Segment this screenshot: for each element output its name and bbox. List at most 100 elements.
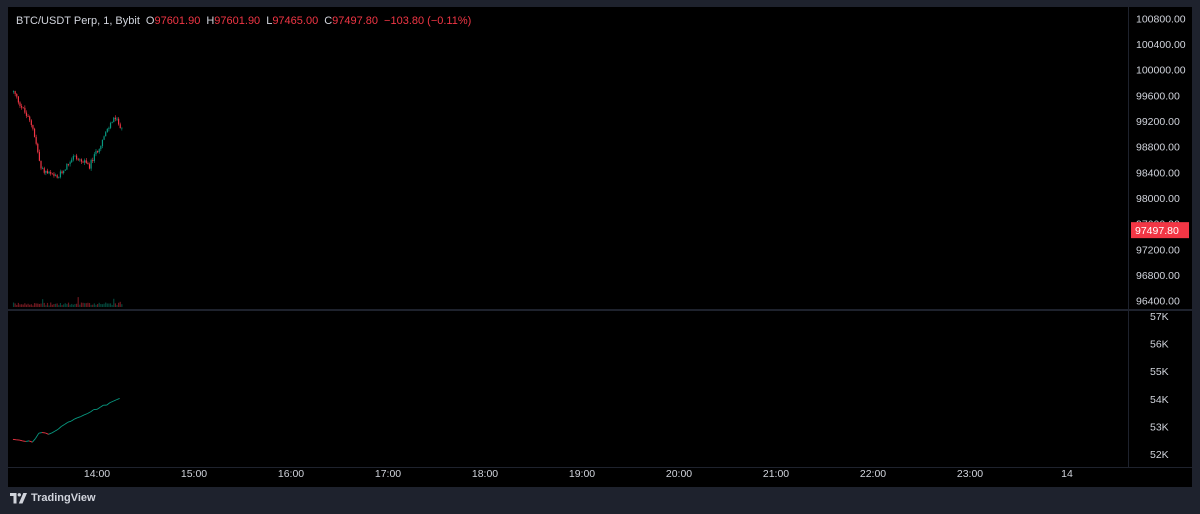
time-tick-label: 14 [1061,468,1073,480]
brand-name: TradingView [31,492,96,504]
low-label: L [266,15,273,27]
indicator-line-segment [109,400,114,404]
price-candle [59,171,62,178]
volume-bar [103,303,105,307]
volume-bar [38,303,40,307]
volume-bar [17,302,19,307]
price-candle [114,117,116,120]
price-candle [67,164,70,165]
indicator-line-segment [61,423,65,427]
price-candle [29,116,31,121]
indicator-tick-label: 57K [1150,311,1169,323]
price-candle [97,151,99,153]
price-candle [46,170,49,174]
volume-bar [45,305,47,307]
price-candle [64,169,66,171]
volume-bar [95,304,97,307]
volume-bar [12,302,15,307]
indicator-line-segment [35,432,40,439]
volume-bar [84,303,86,307]
volume-bar [53,304,55,307]
last-price-label: 97497.80 [1135,225,1179,237]
volume-bar [108,303,110,307]
indicator-line-segment [54,428,59,432]
tradingview-logo-icon [10,492,27,503]
volume-bar [37,303,39,307]
price-candle [22,107,24,109]
volume-bar [27,303,29,307]
price-candle [88,164,91,169]
volume-bar [24,303,26,307]
price-candle [93,154,95,162]
indicator-line-segment [77,416,81,419]
volume-bar [118,302,120,307]
volume-bar [93,303,95,307]
price-tick-label: 100400.00 [1136,39,1186,51]
indicator-line-segment [96,406,101,410]
volume-bar [66,304,68,307]
indicator-line-segment [70,418,75,422]
change-value: −103.80 (−0.11%) [384,15,472,27]
price-candle [100,146,102,150]
tradingview-brand[interactable]: TradingView [10,492,96,504]
indicator-line-segment [48,432,52,435]
price-candle [37,143,39,153]
symbol-label[interactable]: BTC/USDT Perp, 1, Bybit [16,15,140,27]
time-tick-label: 16:00 [278,468,304,480]
volume-bar [74,304,76,307]
volume-bar [111,305,113,307]
open-label: O [145,15,155,27]
indicator-line-segment [106,402,111,406]
price-candle [50,172,52,174]
indicator-series [12,398,120,443]
volume-bar [109,303,112,307]
volume-bar [72,304,74,307]
axes: 100800.00 100400.00 100000.00 99600.00 99200… [8,7,1192,480]
indicator-line-segment [57,426,62,430]
indicator-line-segment [12,438,17,441]
time-tick-label: 18:00 [472,468,498,480]
volume-bar [14,303,16,307]
volume-bar [113,298,115,307]
price-candle [95,151,97,155]
volume-bar [22,304,24,307]
volume-bar [29,304,31,307]
symbol-legend[interactable]: BTC/USDT Perp, 1, Bybit O97601.90 H97601… [16,15,471,27]
volume-bar [101,304,104,307]
volume-bar [116,305,118,307]
price-candle [63,170,65,173]
price-tick-label: 96400.00 [1136,296,1180,308]
volume-bar [92,304,94,307]
time-tick-label: 23:00 [957,468,983,480]
indicator-line-segment [83,413,88,416]
indicator-tick-label: 52K [1150,449,1169,461]
price-candle [103,136,105,140]
volume-bar [16,304,18,307]
price-candle [61,171,63,173]
price-candle [45,170,47,173]
chart-frame[interactable]: 100800.00 100400.00 100000.00 99600.00 99200… [8,7,1192,487]
price-candle [43,168,45,173]
price-candle [87,162,89,165]
price-tick-label: 99600.00 [1136,90,1180,102]
price-candle [17,96,19,103]
indicator-line-segment [45,432,49,435]
volume-bar [100,304,102,307]
chart-canvas[interactable]: 100800.00 100400.00 100000.00 99600.00 99200… [8,7,1192,487]
price-candle [14,91,16,95]
close-value: 97497.80 [332,15,379,27]
volume-bar [21,304,23,307]
volume-bar [90,304,92,307]
price-tick-label: 100000.00 [1136,65,1186,77]
volume-bar [35,303,37,307]
price-candle [58,177,60,178]
volume-bar [88,303,91,307]
price-candle [27,115,29,117]
price-candle [82,161,84,163]
volume-bar [69,304,71,307]
volume-bar [43,302,45,307]
price-candle [75,155,78,159]
indicator-line-segment [51,430,56,434]
volume-bar [59,303,62,307]
price-candle [12,91,15,93]
